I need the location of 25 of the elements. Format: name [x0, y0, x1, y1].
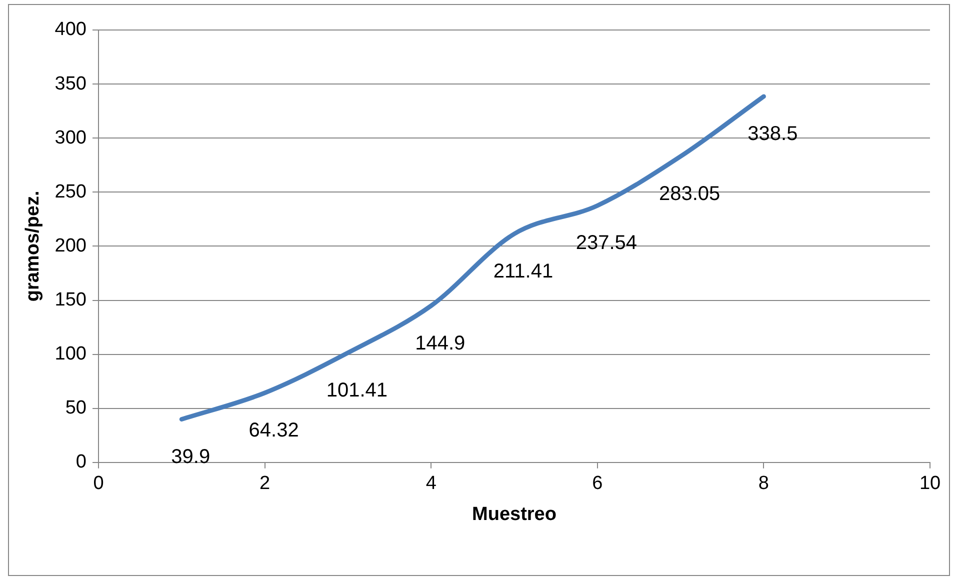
data-label: 283.05 — [658, 182, 720, 205]
x-tick-label: 2 — [260, 473, 270, 494]
y-axis-title: gramos/pez. — [22, 190, 44, 302]
x-tick-label: 6 — [592, 473, 603, 494]
y-tick-label: 150 — [54, 289, 86, 310]
y-tick-label: 100 — [54, 344, 86, 365]
y-tick-label: 50 — [65, 398, 86, 419]
x-axis-title: Muestreo — [472, 504, 556, 525]
data-label: 211.41 — [493, 260, 554, 282]
data-label: 338.5 — [748, 122, 798, 145]
data-label: 144.9 — [415, 332, 466, 354]
data-label: 101.41 — [326, 379, 388, 402]
data-label: 39.9 — [171, 446, 210, 468]
y-tick-label: 400 — [54, 19, 86, 40]
x-tick-label: 8 — [758, 473, 769, 494]
data-label: 237.54 — [576, 232, 637, 254]
data-label: 64.32 — [248, 419, 299, 442]
x-tick-label: 10 — [919, 473, 941, 494]
x-tick-label: 4 — [426, 473, 437, 494]
y-tick-label: 0 — [76, 452, 86, 473]
y-tick-label: 200 — [54, 235, 86, 256]
y-tick-label: 250 — [54, 181, 86, 202]
y-tick-label: 300 — [54, 127, 86, 148]
y-tick-label: 350 — [54, 73, 86, 94]
x-tick-label: 0 — [93, 473, 104, 494]
